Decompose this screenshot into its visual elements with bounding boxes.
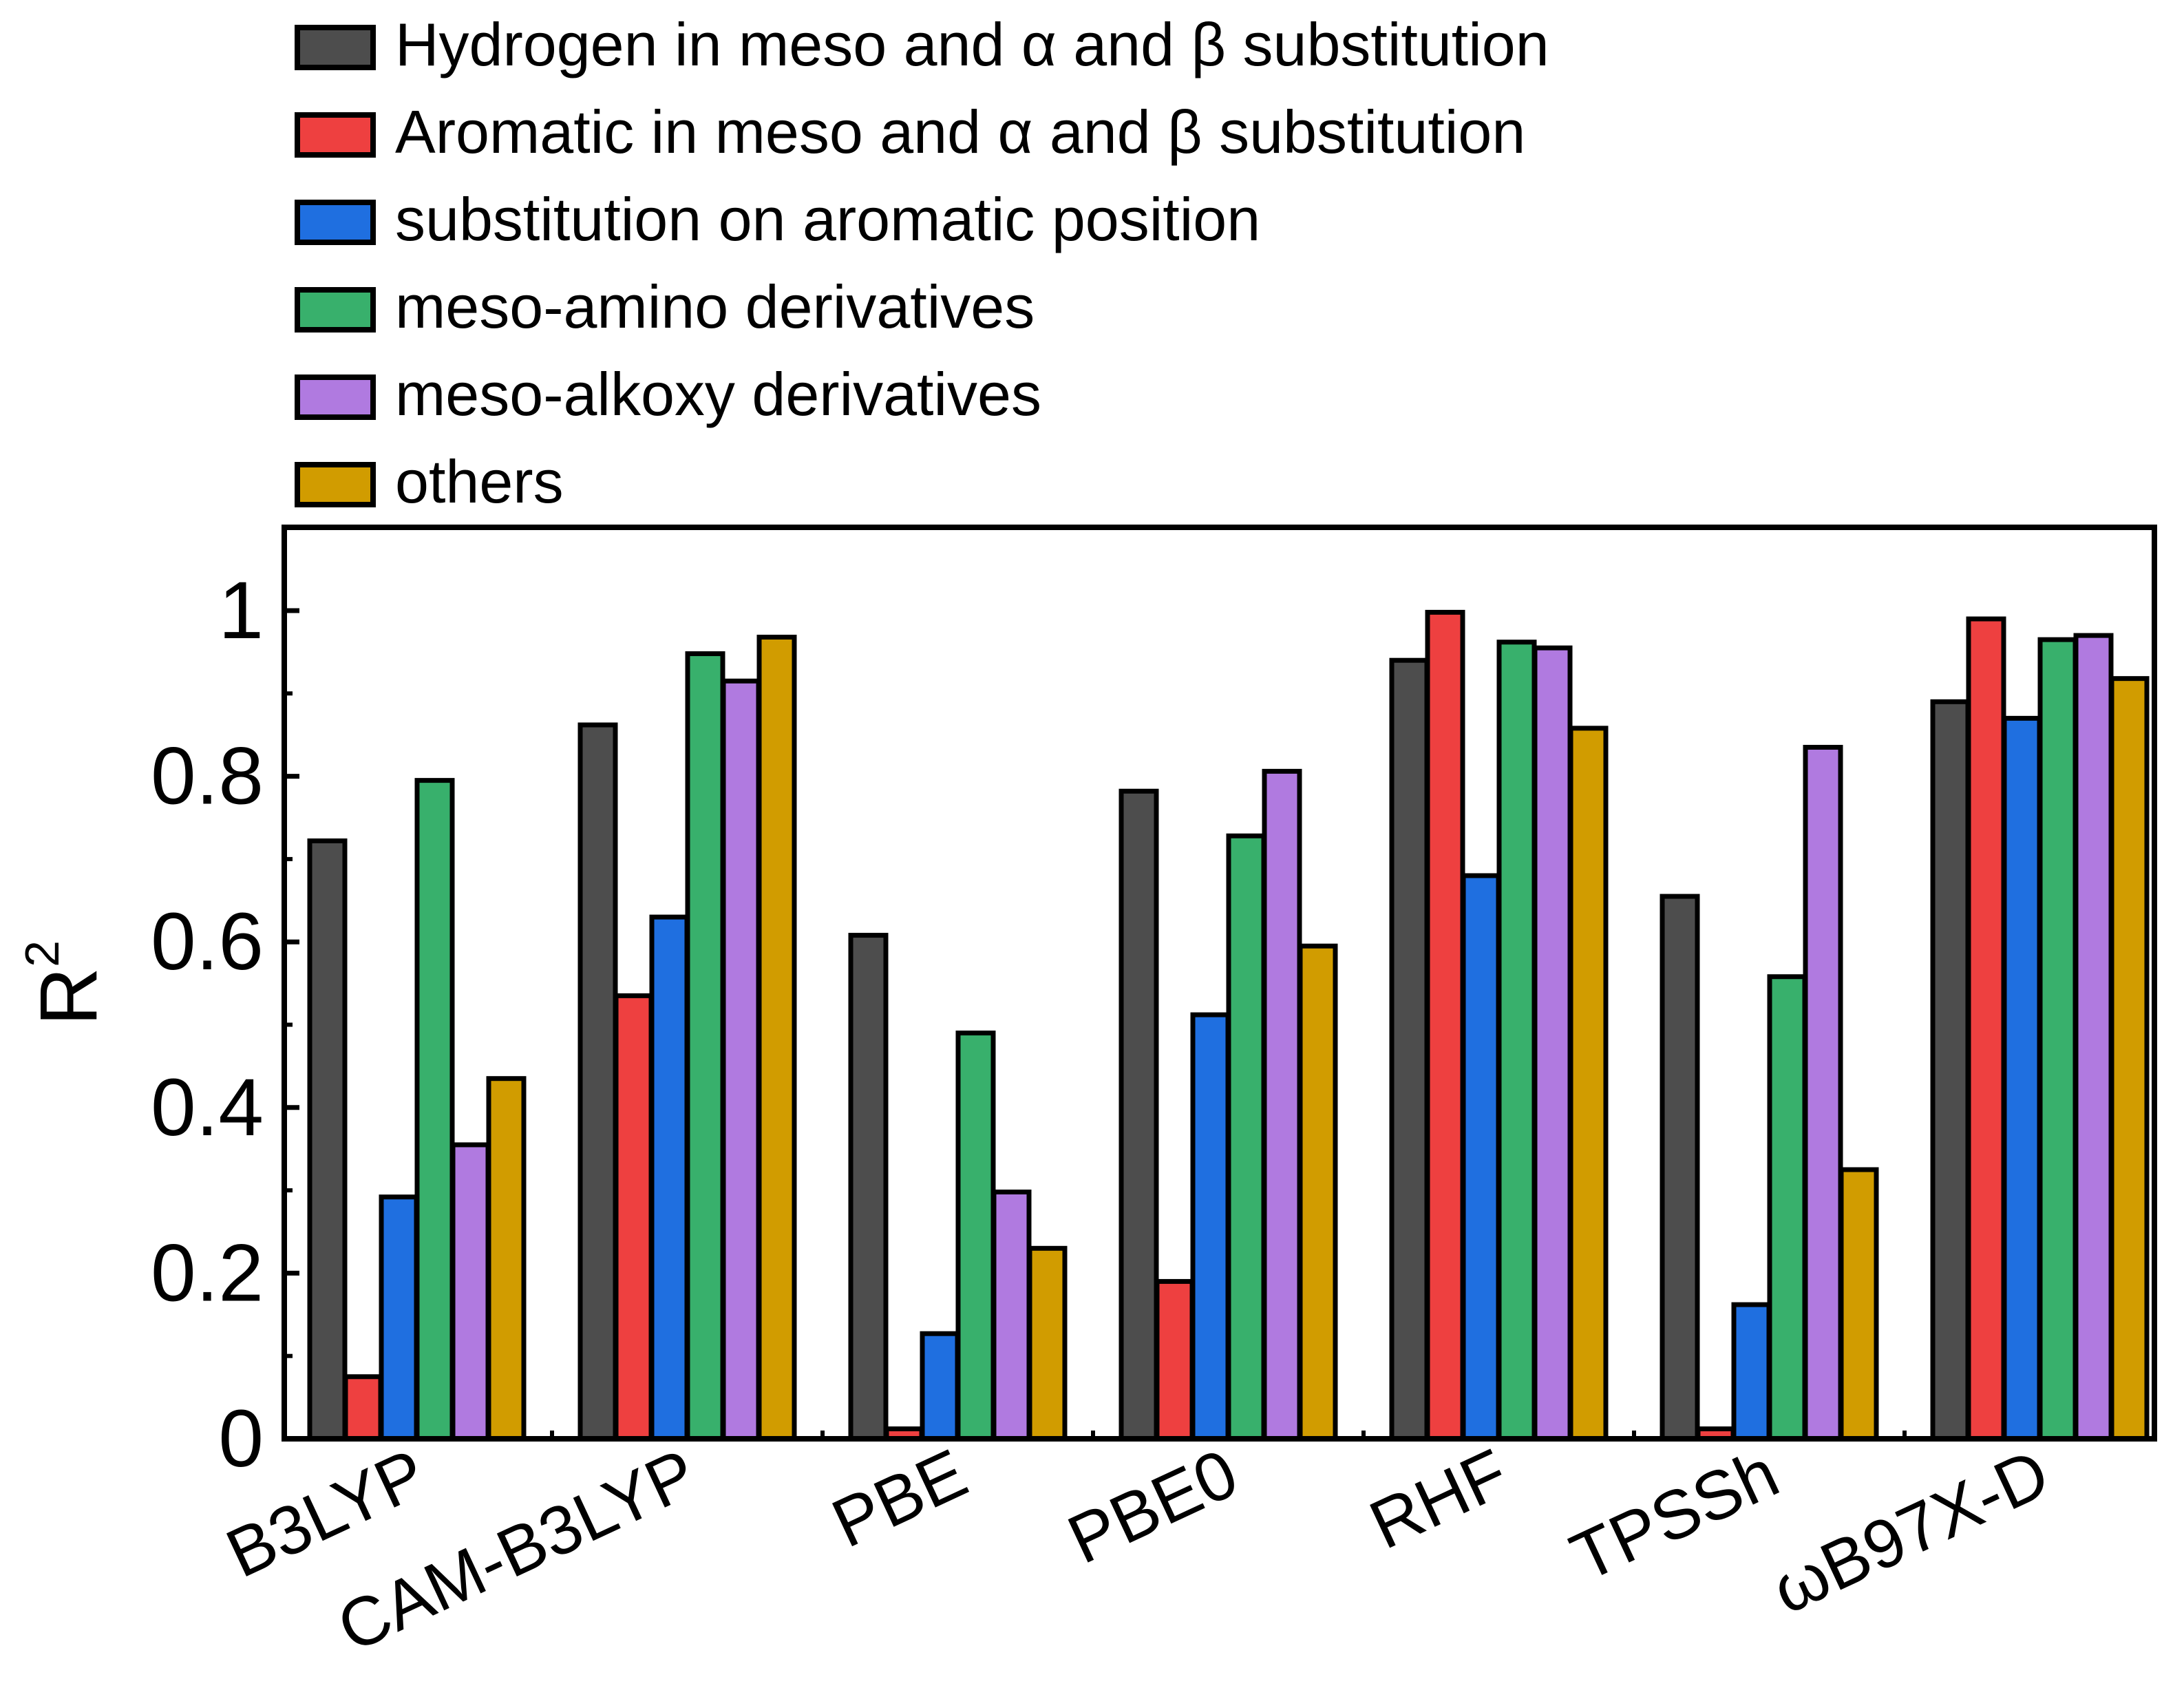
bar-pbe0-series-5 xyxy=(1262,768,1302,1442)
y-tick-label: 0.4 xyxy=(151,1062,264,1153)
x-tick-label-pbe0: PBE0 xyxy=(1057,1434,1249,1579)
bars-group xyxy=(307,609,2150,1442)
y-axis-label: R2 xyxy=(15,940,114,1026)
bar-tpssh-series-6 xyxy=(1838,1167,1879,1442)
x-tick-label-tpssh: TPSSh xyxy=(1560,1434,1790,1596)
legend-label-2: Aromatic in meso and α and β substitutio… xyxy=(395,98,1525,166)
legend-label-6: others xyxy=(395,447,564,516)
y-tick-label: 1 xyxy=(218,565,264,656)
legend-swatch-5 xyxy=(295,374,376,420)
bar-b97x-d-series-2 xyxy=(1966,616,2006,1442)
x-tick-label-pbe: PBE xyxy=(821,1434,979,1562)
bar-tpssh-series-5 xyxy=(1803,744,1843,1442)
bar-rhf-series-4 xyxy=(1496,640,1537,1442)
bar-rhf-series-1 xyxy=(1389,657,1430,1442)
bar-b3lyp-series-2 xyxy=(343,1374,383,1442)
bar-b97x-d-series-5 xyxy=(2073,633,2114,1442)
bar-pbe-series-4 xyxy=(955,1031,996,1442)
bar-pbe-series-6 xyxy=(1027,1245,1068,1442)
bar-pbe-series-5 xyxy=(991,1190,1032,1442)
bar-tpssh-series-4 xyxy=(1767,974,1807,1442)
x-tick-label-b97x-d: ωB97X-D xyxy=(1761,1434,2060,1628)
bar-pbe0-series-6 xyxy=(1297,943,1338,1442)
bar-tpssh-series-1 xyxy=(1660,894,1700,1442)
bar-pbe-series-3 xyxy=(920,1331,960,1442)
bar-cam-b3lyp-series-6 xyxy=(756,634,797,1442)
bar-pbe-series-1 xyxy=(848,933,889,1442)
y-axis: 0 0.2 0.4 0.6 0.8 1 xyxy=(151,565,299,1484)
bar-rhf-series-3 xyxy=(1461,873,1501,1442)
bar-pbe0-series-3 xyxy=(1190,1012,1231,1442)
bar-cam-b3lyp-series-2 xyxy=(613,993,654,1442)
legend-label-5: meso-alkoxy derivatives xyxy=(395,360,1041,428)
legend-swatch-2 xyxy=(295,112,376,158)
plot-frame xyxy=(282,525,2157,1442)
bar-tpssh-series-3 xyxy=(1731,1302,1772,1442)
bar-b3lyp-series-6 xyxy=(486,1076,527,1442)
bar-pbe0-series-4 xyxy=(1226,833,1266,1442)
y-tick-label: 0.8 xyxy=(151,731,264,822)
legend-swatch-6 xyxy=(295,462,376,507)
y-tick-label: 0.2 xyxy=(151,1227,264,1318)
y-tick-label: 0 xyxy=(218,1393,264,1484)
bar-b97x-d-series-6 xyxy=(2109,676,2150,1442)
legend-label-1: Hydrogen in meso and α and β substitutio… xyxy=(395,10,1549,78)
bar-cam-b3lyp-series-5 xyxy=(721,678,761,1442)
bar-cam-b3lyp-series-1 xyxy=(577,722,618,1442)
legend-swatch-4 xyxy=(295,287,376,333)
bar-b3lyp-series-4 xyxy=(414,778,455,1442)
legend-swatch-3 xyxy=(295,200,376,245)
y-tick-label: 0.6 xyxy=(151,896,264,987)
legend-swatch-1 xyxy=(295,25,376,70)
bar-cam-b3lyp-series-3 xyxy=(649,914,690,1442)
legend: Hydrogen in meso and α and β substitutio… xyxy=(295,10,1549,516)
bar-rhf-series-6 xyxy=(1568,726,1609,1442)
bar-b97x-d-series-1 xyxy=(1930,699,1971,1442)
bar-b3lyp-series-5 xyxy=(450,1142,491,1442)
bar-b3lyp-series-3 xyxy=(379,1194,419,1442)
x-tick-label-rhf: RHF xyxy=(1359,1434,1520,1563)
bar-rhf-series-5 xyxy=(1532,645,1573,1442)
bar-b3lyp-series-1 xyxy=(307,838,348,1442)
legend-label-3: substitution on aromatic position xyxy=(395,185,1260,253)
bar-pbe0-series-2 xyxy=(1154,1278,1195,1442)
bar-cam-b3lyp-series-4 xyxy=(685,651,725,1442)
legend-label-4: meso-amino derivatives xyxy=(395,273,1035,341)
bar-b97x-d-series-4 xyxy=(2037,637,2078,1442)
bar-b97x-d-series-3 xyxy=(2002,715,2042,1442)
bar-pbe0-series-1 xyxy=(1118,788,1159,1442)
bar-rhf-series-2 xyxy=(1425,609,1465,1442)
